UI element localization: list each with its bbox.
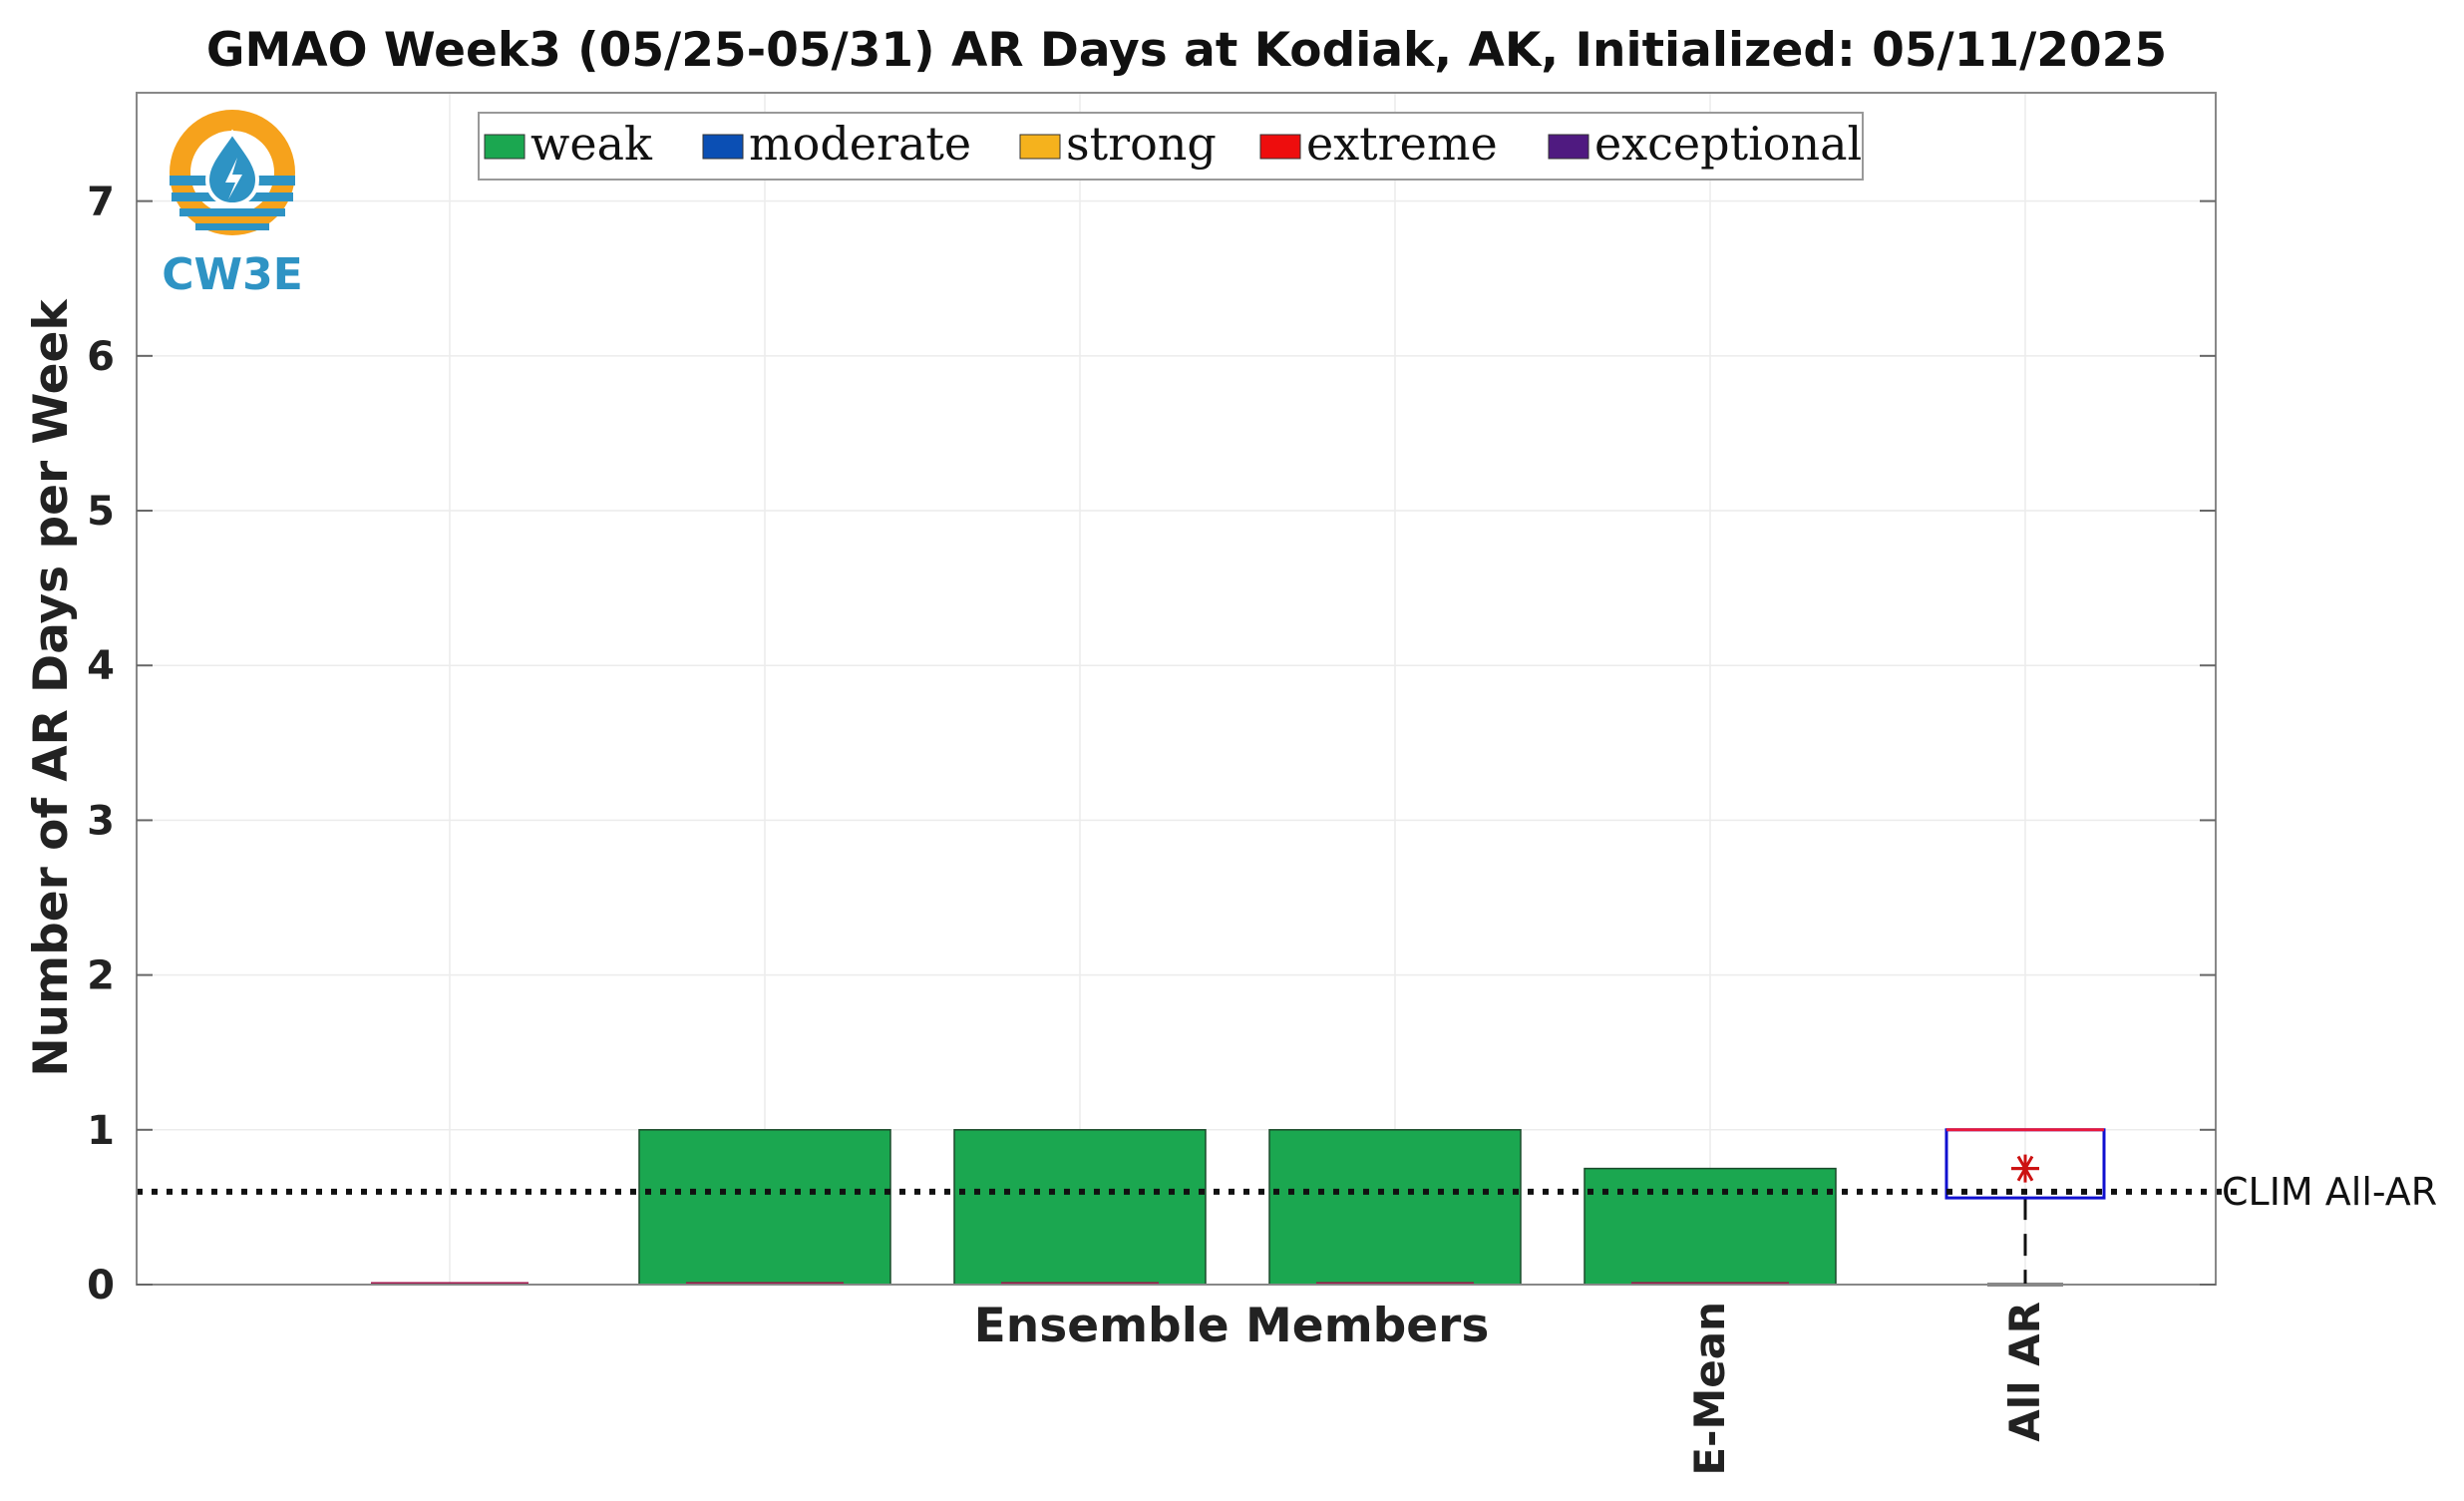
- legend-label-strong: strong: [1066, 117, 1217, 171]
- x-tick-label: E-Mean: [1685, 1302, 1734, 1476]
- y-tick-label: 5: [87, 489, 115, 535]
- legend-label-moderate: moderate: [749, 117, 971, 171]
- bar-weak: [1268, 1129, 1522, 1286]
- plot-area: [137, 93, 2216, 1285]
- cw3e-logo: CW3E: [162, 110, 303, 300]
- y-tick-label: 4: [87, 643, 115, 689]
- boxplot-mean-marker: [2011, 1154, 2039, 1183]
- logo-water-band-4: [195, 223, 269, 230]
- legend-label-weak: weak: [530, 117, 653, 171]
- bar-weak: [953, 1129, 1207, 1286]
- y-tick-label: 0: [87, 1263, 115, 1309]
- legend-swatch-weak: [484, 134, 526, 160]
- legend-swatch-moderate: [702, 134, 744, 160]
- x-tick-label: All AR: [2000, 1302, 2049, 1442]
- x-axis-label: Ensemble Members: [974, 1299, 1490, 1353]
- legend-swatch-extreme: [1259, 134, 1301, 160]
- bar-weak: [638, 1129, 891, 1286]
- plot-frame: [136, 92, 2217, 1286]
- grid-layer: [137, 93, 2216, 1286]
- legend-label-exceptional: exceptional: [1594, 117, 1862, 171]
- legend-swatch-exceptional: [1548, 134, 1589, 160]
- tick-layer: 0 1 2 3 4 5 6 7 E-Mean All AR: [87, 180, 2216, 1476]
- legend: weak moderate strong extreme exceptional: [478, 112, 1864, 181]
- y-axis-label: Number of AR Days per Week: [24, 298, 79, 1077]
- bar-layer: [371, 1129, 1837, 1286]
- clim-reference-label: CLIM All-AR: [2222, 1170, 2437, 1214]
- y-tick-label: 6: [87, 334, 115, 380]
- logo-text: CW3E: [162, 249, 303, 300]
- legend-swatch-strong: [1019, 134, 1061, 160]
- bar-weak: [1584, 1167, 1837, 1286]
- legend-label-extreme: extreme: [1306, 117, 1498, 171]
- chart-title: GMAO Week3 (05/25-05/31) AR Days at Kodi…: [206, 23, 2167, 78]
- y-tick-label: 1: [87, 1108, 115, 1154]
- y-tick-label: 2: [87, 953, 115, 999]
- y-tick-label: 7: [87, 180, 115, 225]
- y-tick-label: 3: [87, 798, 115, 844]
- logo-bolt-icon: [225, 158, 242, 199]
- logo-water-band-3: [179, 208, 285, 216]
- reference-layer: CLIM All-AR: [137, 1170, 2437, 1214]
